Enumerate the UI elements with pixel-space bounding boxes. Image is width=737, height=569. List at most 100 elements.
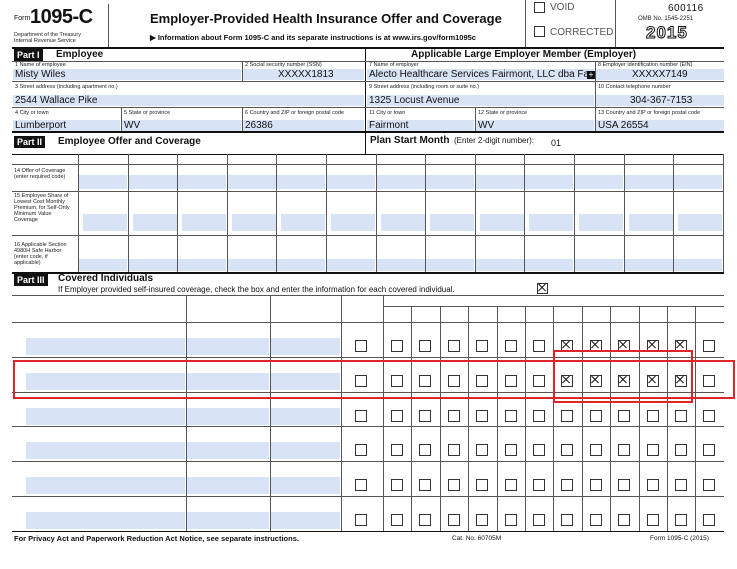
month-checkbox-july[interactable] xyxy=(561,444,573,456)
month-checkbox-aug[interactable] xyxy=(590,479,602,491)
covered-ssn-cell[interactable] xyxy=(187,373,269,390)
premium-cell[interactable] xyxy=(83,214,127,231)
employee-state-field[interactable]: WV xyxy=(124,120,141,131)
month-checkbox-dec[interactable] xyxy=(703,444,715,456)
premium-cell[interactable] xyxy=(182,214,226,231)
covered-name-cell[interactable] xyxy=(26,338,185,355)
premium-cell[interactable] xyxy=(480,214,524,231)
month-checkbox-may[interactable] xyxy=(505,514,517,526)
employer-phone-field[interactable]: 304-367-7153 xyxy=(630,95,693,106)
covered-name-cell[interactable] xyxy=(26,408,185,425)
month-checkbox-aug[interactable] xyxy=(590,410,602,422)
covered-ssn-cell[interactable] xyxy=(187,477,269,494)
month-checkbox-feb[interactable] xyxy=(419,444,431,456)
month-checkbox-may[interactable] xyxy=(505,444,517,456)
employer-name-field[interactable]: Alecto Healthcare Services Fairmont, LLC… xyxy=(369,69,587,80)
month-checkbox-oct[interactable] xyxy=(647,514,659,526)
month-checkbox-mar[interactable] xyxy=(448,375,460,387)
month-checkbox-may[interactable] xyxy=(505,410,517,422)
month-checkbox-nov[interactable] xyxy=(675,410,687,422)
month-checkbox-july[interactable] xyxy=(561,375,573,387)
month-checkbox-jan[interactable] xyxy=(391,375,403,387)
month-checkbox-oct[interactable] xyxy=(647,375,659,387)
safe-harbor-cell[interactable] xyxy=(476,259,524,271)
offer-code-cell[interactable] xyxy=(674,175,722,189)
premium-cell[interactable] xyxy=(529,214,573,231)
covered-name-cell[interactable] xyxy=(26,512,185,529)
month-checkbox-sept[interactable] xyxy=(618,375,630,387)
month-checkbox-apr[interactable] xyxy=(476,479,488,491)
safe-harbor-cell[interactable] xyxy=(575,259,623,271)
month-checkbox-dec[interactable] xyxy=(703,479,715,491)
all-12-months-checkbox[interactable] xyxy=(355,479,367,491)
premium-cell[interactable] xyxy=(430,214,474,231)
safe-harbor-cell[interactable] xyxy=(79,259,127,271)
expand-icon[interactable]: + xyxy=(587,70,595,79)
offer-code-cell[interactable] xyxy=(525,175,573,189)
covered-dob-cell[interactable] xyxy=(271,408,340,425)
offer-code-cell[interactable] xyxy=(228,175,276,189)
month-checkbox-feb[interactable] xyxy=(419,410,431,422)
month-checkbox-jan[interactable] xyxy=(391,479,403,491)
month-checkbox-mar[interactable] xyxy=(448,514,460,526)
month-checkbox-sept[interactable] xyxy=(618,444,630,456)
month-checkbox-aug[interactable] xyxy=(590,375,602,387)
safe-harbor-cell[interactable] xyxy=(377,259,425,271)
month-checkbox-feb[interactable] xyxy=(419,479,431,491)
month-checkbox-july[interactable] xyxy=(561,479,573,491)
all-12-months-checkbox[interactable] xyxy=(355,410,367,422)
safe-harbor-cell[interactable] xyxy=(129,259,177,271)
month-checkbox-apr[interactable] xyxy=(476,340,488,352)
premium-cell[interactable] xyxy=(629,214,673,231)
month-checkbox-may[interactable] xyxy=(505,375,517,387)
offer-code-cell[interactable] xyxy=(129,175,177,189)
month-checkbox-jan[interactable] xyxy=(391,340,403,352)
premium-cell[interactable] xyxy=(678,214,722,231)
month-checkbox-june[interactable] xyxy=(533,375,545,387)
safe-harbor-cell[interactable] xyxy=(674,259,722,271)
offer-code-cell[interactable] xyxy=(377,175,425,189)
covered-ssn-cell[interactable] xyxy=(187,512,269,529)
month-checkbox-apr[interactable] xyxy=(476,410,488,422)
month-checkbox-mar[interactable] xyxy=(448,340,460,352)
month-checkbox-nov[interactable] xyxy=(675,444,687,456)
offer-code-cell[interactable] xyxy=(625,175,673,189)
month-checkbox-jan[interactable] xyxy=(391,444,403,456)
safe-harbor-cell[interactable] xyxy=(426,259,474,271)
offer-code-cell[interactable] xyxy=(178,175,226,189)
plan-start-field[interactable]: 01 xyxy=(551,138,562,148)
employee-name-field[interactable]: Misty Wiles xyxy=(15,69,66,80)
all-12-months-checkbox[interactable] xyxy=(355,340,367,352)
month-checkbox-oct[interactable] xyxy=(647,410,659,422)
safe-harbor-cell[interactable] xyxy=(327,259,375,271)
covered-name-cell[interactable] xyxy=(26,442,185,459)
month-checkbox-feb[interactable] xyxy=(419,340,431,352)
month-checkbox-dec[interactable] xyxy=(703,410,715,422)
month-checkbox-june[interactable] xyxy=(533,340,545,352)
offer-code-cell[interactable] xyxy=(327,175,375,189)
safe-harbor-cell[interactable] xyxy=(178,259,226,271)
employer-city-field[interactable]: Fairmont xyxy=(369,120,409,131)
covered-ssn-cell[interactable] xyxy=(187,442,269,459)
month-checkbox-mar[interactable] xyxy=(448,479,460,491)
month-checkbox-dec[interactable] xyxy=(703,375,715,387)
month-checkbox-sept[interactable] xyxy=(618,479,630,491)
premium-cell[interactable] xyxy=(331,214,375,231)
covered-dob-cell[interactable] xyxy=(271,373,340,390)
month-checkbox-jan[interactable] xyxy=(391,410,403,422)
employee-zip-field[interactable]: 26386 xyxy=(245,120,273,131)
offer-code-cell[interactable] xyxy=(575,175,623,189)
month-checkbox-mar[interactable] xyxy=(448,444,460,456)
offer-code-cell[interactable] xyxy=(476,175,524,189)
month-checkbox-feb[interactable] xyxy=(419,514,431,526)
safe-harbor-cell[interactable] xyxy=(228,259,276,271)
offer-code-cell[interactable] xyxy=(426,175,474,189)
covered-dob-cell[interactable] xyxy=(271,442,340,459)
offer-code-cell[interactable] xyxy=(277,175,325,189)
month-checkbox-dec[interactable] xyxy=(703,514,715,526)
month-checkbox-apr[interactable] xyxy=(476,514,488,526)
month-checkbox-june[interactable] xyxy=(533,410,545,422)
premium-cell[interactable] xyxy=(232,214,276,231)
month-checkbox-june[interactable] xyxy=(533,444,545,456)
month-checkbox-sept[interactable] xyxy=(618,514,630,526)
